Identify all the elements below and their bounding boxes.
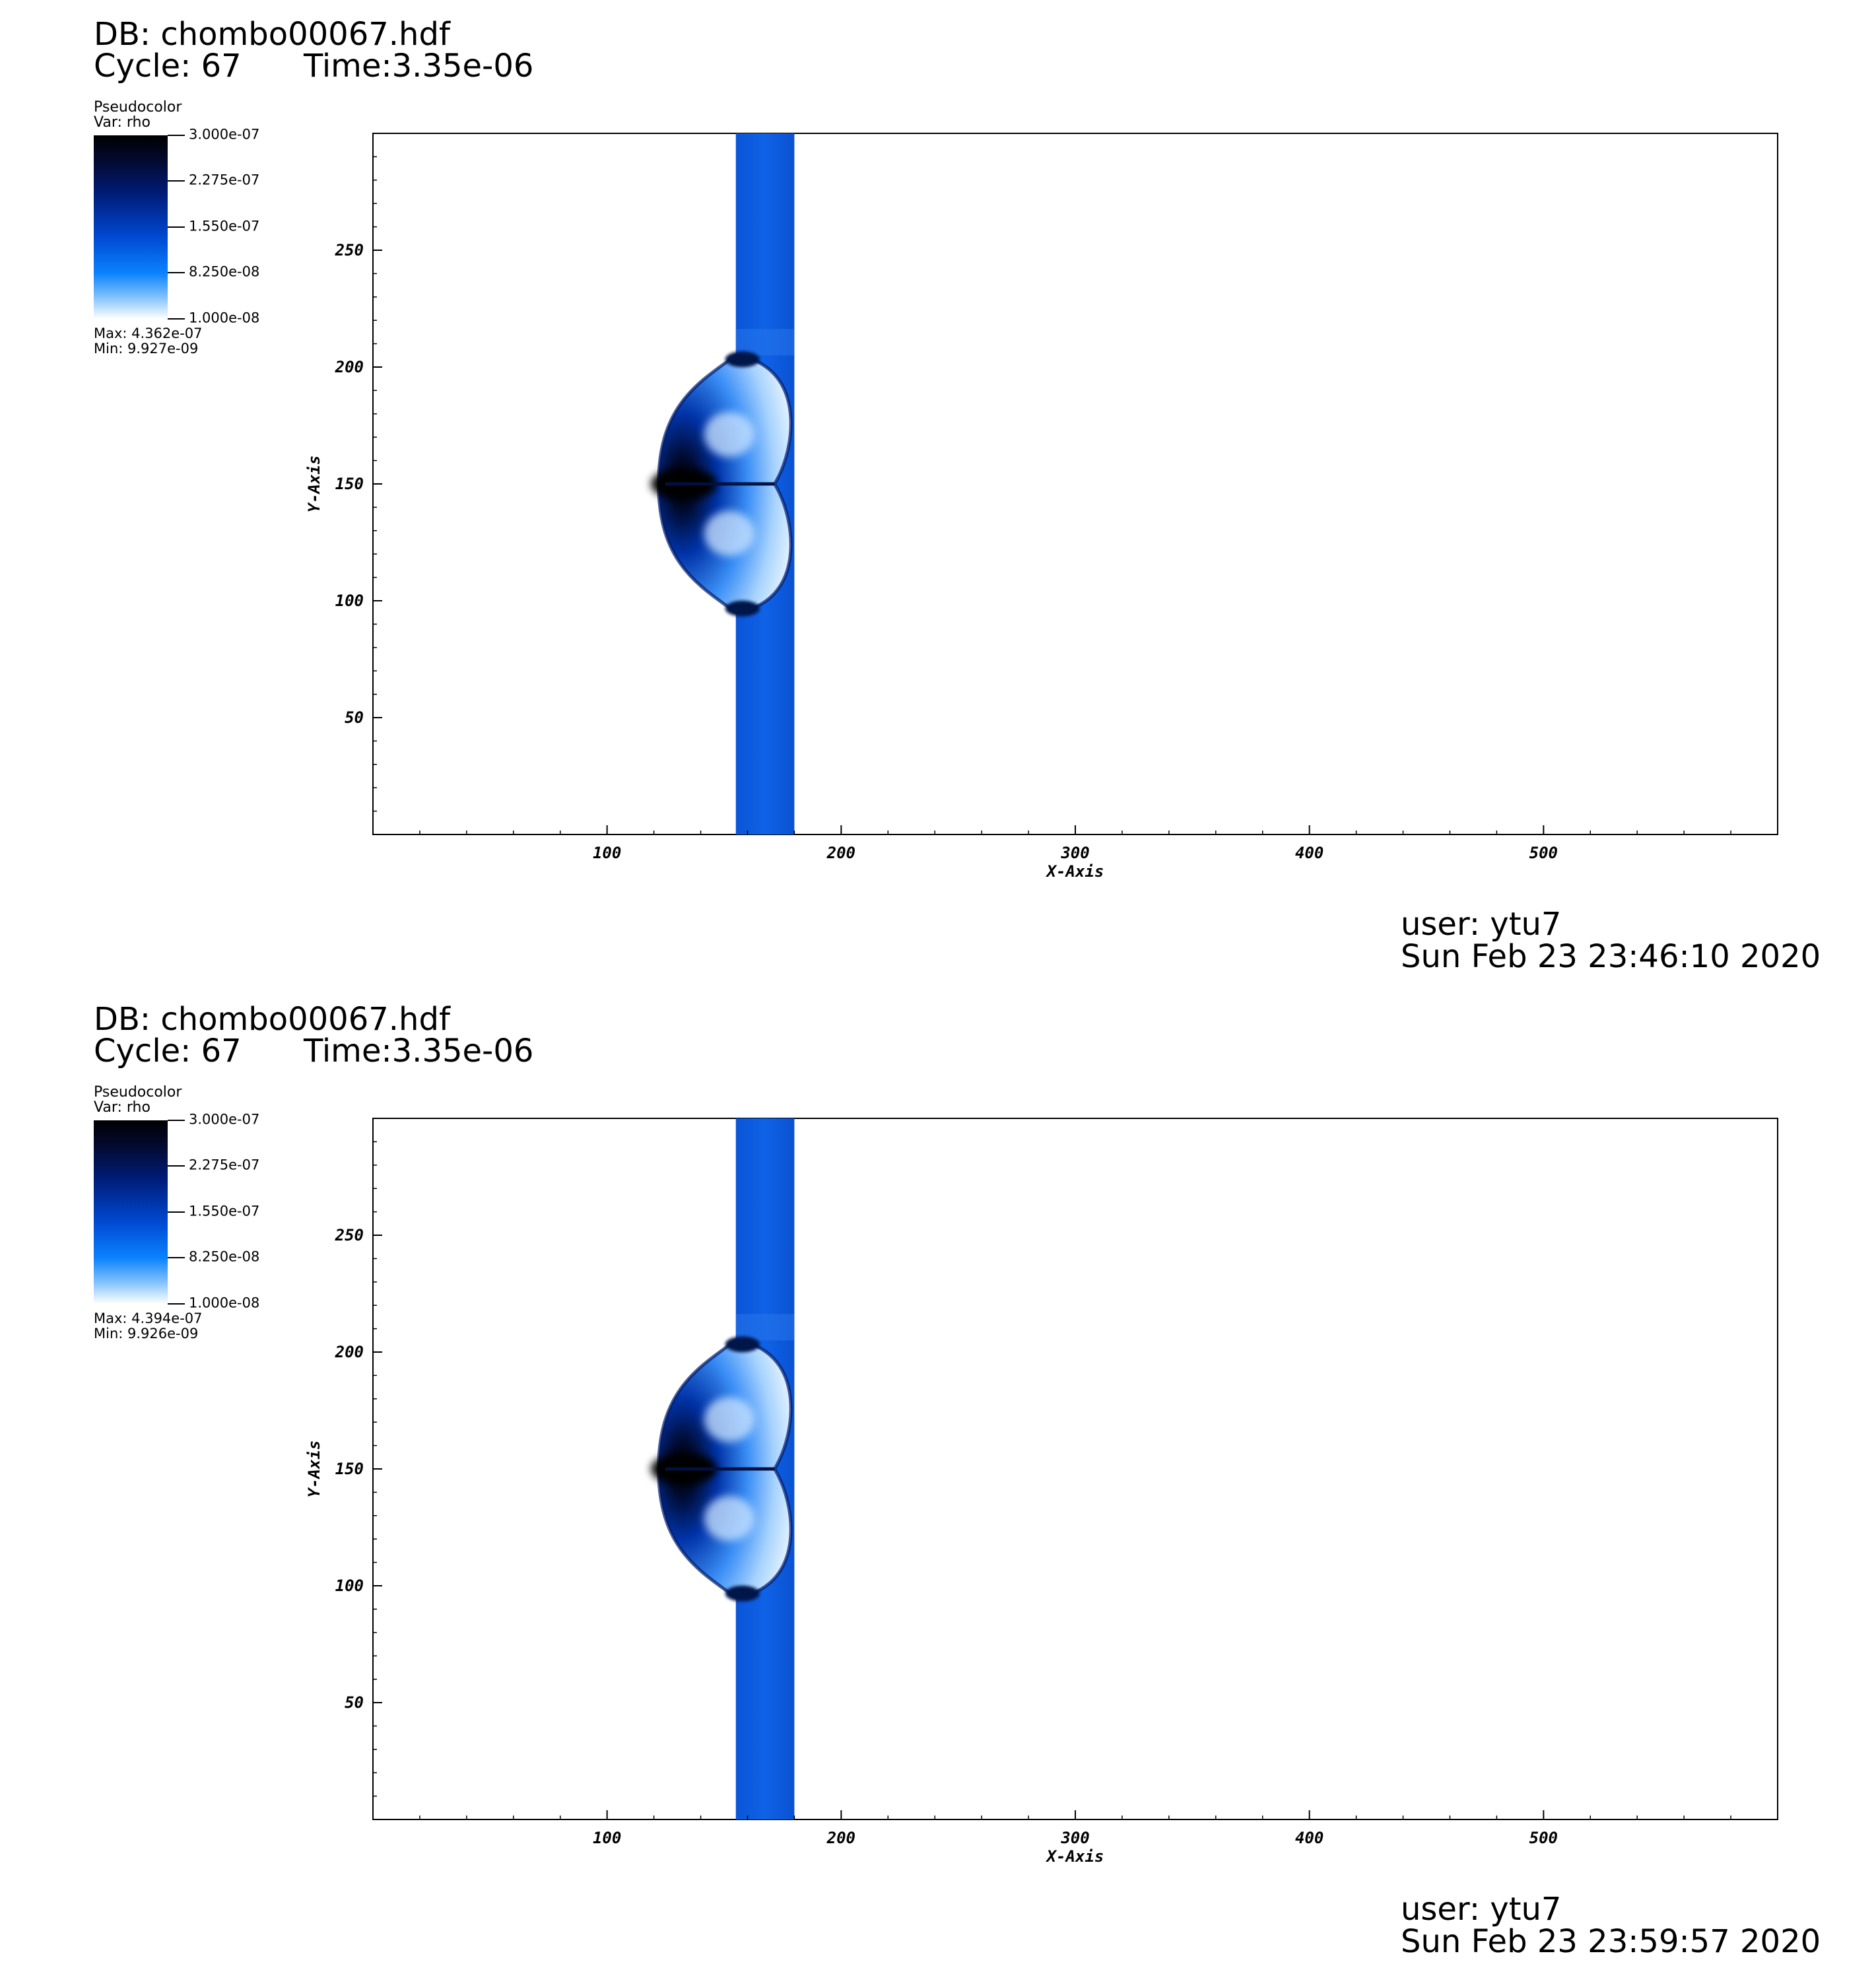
colorbar-tick-label: 1.550e-07 [189,1203,260,1219]
legend-variable: Var: rho [94,1099,151,1116]
colorbar-tick-label: 1.000e-08 [189,310,260,326]
date-label: Sun Feb 23 23:59:57 2020 [1401,1923,1821,1960]
x-tick-label: 200 [826,844,855,862]
colorbar-tick [168,226,185,228]
x-tick-label: 400 [1295,1829,1323,1847]
visit-plot-panel: DB: chombo00067.hdf Cycle: 67 Time:3.35e… [94,16,1821,975]
colorbar-tick [168,318,185,320]
plot-frame [372,1118,1778,1820]
plot-area: 100 200 300 400 500 50 100 150 200 250 X-Axis Y-Axi… [305,133,1778,881]
cycle-label: Cycle: 67 [94,1033,242,1070]
y-axis-title: Y-Axis [305,1441,323,1498]
x-tick-label: 500 [1529,1829,1558,1847]
colorbar-tick-label: 8.250e-08 [189,263,260,280]
y-axis-title: Y-Axis [305,456,323,513]
plot-area: 100 200 300 400 500 50 100 150 200 250 X-Axis Y-Axi… [305,1118,1778,1866]
y-tick-label: 250 [335,1226,364,1244]
database-label: DB: chombo00067.hdf [94,1001,450,1038]
time-label: Time:3.35e-06 [304,48,534,85]
colorbar-tick [168,1165,185,1167]
time-label: Time:3.35e-06 [304,1033,534,1070]
inner-lobe-upper [704,1397,754,1442]
database-label: DB: chombo00067.hdf [94,16,450,53]
legend-min-label: Min: 9.927e-09 [94,341,199,357]
dense-cap-top [725,351,760,368]
x-tick-label: 100 [593,844,621,862]
colorbar-tick [168,1211,185,1213]
x-tick-label: 500 [1529,844,1558,862]
colorbar-tick [168,1303,185,1305]
legend-max-label: Max: 4.362e-07 [94,325,203,341]
colorbar-tick-label: 3.000e-07 [189,1111,260,1128]
column-rippled-band [735,1314,795,1341]
dense-cap-bottom [725,1585,760,1602]
legend-max-label: Max: 4.394e-07 [94,1310,203,1326]
x-tick-label: 200 [826,1829,855,1847]
plot-frame [372,133,1778,835]
y-tick-label: 50 [345,1693,364,1712]
x-axis-title: X-Axis [1046,1847,1104,1866]
visit-plot-panel: DB: chombo00067.hdf Cycle: 67 Time:3.35e… [0,985,1876,1970]
cycle-label: Cycle: 67 [94,48,242,85]
legend-plot-type: Pseudocolor [94,99,182,116]
inner-lobe-lower [704,1496,754,1541]
colorbar-tick [168,272,185,273]
y-tick-label: 100 [335,592,364,610]
colorbar-tick-label: 1.000e-08 [189,1295,260,1311]
x-axis-title: X-Axis [1046,862,1104,881]
legend-plot-type: Pseudocolor [94,1084,182,1101]
y-tick-label: 50 [345,708,364,727]
dense-cap-top [725,1336,760,1353]
colorbar-tick [168,1257,185,1258]
colorbar-tick [168,180,185,182]
y-tick-label: 150 [335,1460,364,1478]
colorbar-tick-label: 2.275e-07 [189,1157,260,1173]
user-label: user: ytu7 [1401,1891,1562,1928]
y-tick-label: 150 [335,475,364,493]
inner-lobe-upper [704,412,754,457]
colorbar [94,1120,168,1304]
inner-lobe-lower [704,511,754,556]
y-tick-label: 250 [335,241,364,259]
x-tick-label: 400 [1295,844,1323,862]
legend-variable: Var: rho [94,114,151,131]
y-tick-label: 200 [335,358,364,376]
colorbar-tick-label: 8.250e-08 [189,1248,260,1265]
x-tick-label: 300 [1060,844,1089,862]
colorbar [94,135,168,319]
dense-cap-bottom [725,600,760,617]
user-label: user: ytu7 [1401,906,1562,943]
colorbar-tick-label: 3.000e-07 [189,126,260,143]
y-tick-label: 200 [335,1343,364,1361]
colorbar-tick [168,1120,185,1121]
x-tick-label: 100 [593,1829,621,1847]
colorbar-tick-label: 1.550e-07 [189,218,260,234]
column-rippled-band [735,329,795,356]
colorbar-tick [168,135,185,136]
date-label: Sun Feb 23 23:46:10 2020 [1401,938,1821,975]
legend-min-label: Min: 9.926e-09 [94,1326,199,1342]
y-tick-label: 100 [335,1577,364,1595]
colorbar-tick-label: 2.275e-07 [189,172,260,188]
x-tick-label: 300 [1060,1829,1089,1847]
